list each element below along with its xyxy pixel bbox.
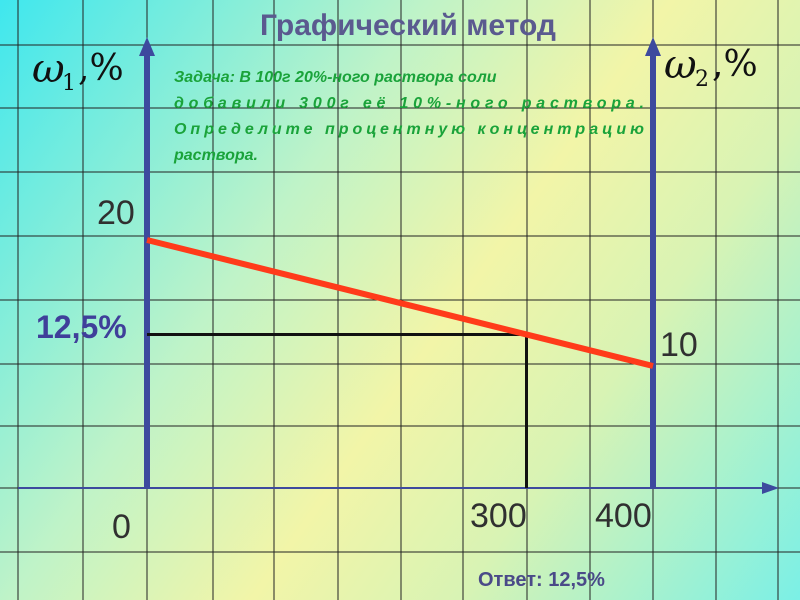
left-axis-arrow: [139, 37, 155, 56]
right-axis-label: ω 2 ,%: [664, 42, 758, 92]
task-line-4: раствора.: [173, 147, 258, 164]
right-axis: [645, 37, 661, 488]
task-line-1: Задача: В 100г 20%-ного раствора соли: [174, 69, 497, 86]
right-axis-arrow: [645, 37, 661, 56]
left-axis-label: ω 1 ,%: [32, 46, 124, 96]
projection-lines: [147, 333, 528, 488]
mass-added-label: 300: [470, 497, 527, 535]
task-statement: Задача: В 100г 20%-ного раствора соли до…: [173, 69, 644, 164]
task-line-3: Определите процентную концентрацию: [174, 121, 644, 138]
left-value-label: 20: [97, 194, 135, 232]
mixing-line: [146, 237, 654, 369]
task-line-2: добавили 300г её 10%-ного раствора.: [174, 95, 644, 112]
left-axis-unit: ,%: [78, 48, 124, 89]
x-axis: [18, 482, 779, 494]
left-axis-subscript: 1: [62, 71, 76, 96]
right-axis-subscript: 2: [695, 67, 709, 92]
answer-text: Ответ: 12,5%: [478, 569, 605, 591]
right-axis-unit: ,%: [712, 44, 758, 85]
left-axis-symbol: ω: [32, 46, 65, 92]
left-axis: [139, 37, 155, 488]
result-percent-label: 12,5%: [36, 309, 127, 345]
right-value-label: 10: [660, 326, 698, 364]
origin-label: 0: [112, 508, 131, 546]
page-title: Графический метод: [260, 9, 556, 42]
mass-total-label: 400: [595, 497, 652, 535]
right-axis-symbol: ω: [664, 42, 697, 88]
